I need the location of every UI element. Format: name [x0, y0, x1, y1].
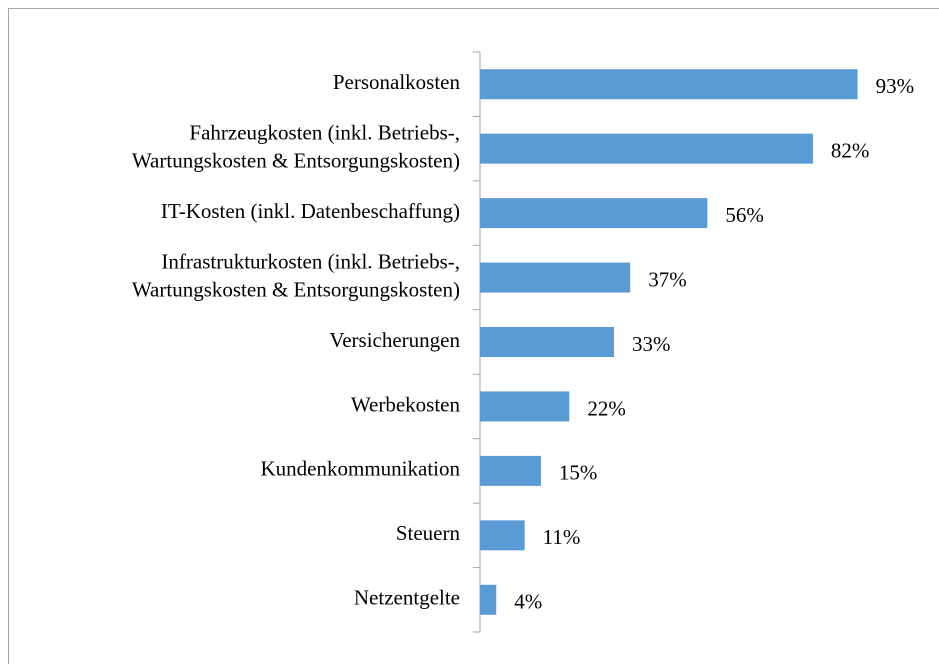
category-label: Werbekosten: [351, 392, 461, 416]
category-label: Fahrzeugkosten (inkl. Betriebs-, Wartungs…: [132, 120, 460, 172]
bar: [480, 262, 631, 293]
category-label: Infrastrukturkosten (inkl. Betriebs-, War…: [132, 249, 460, 301]
value-label: 11%: [543, 525, 581, 549]
bar: [480, 198, 708, 229]
category-label: IT-Kosten (inkl. Datenbeschaffung): [161, 199, 460, 223]
category-label: Versicherungen: [329, 328, 460, 352]
value-label: 22%: [587, 396, 626, 420]
bar: [480, 327, 614, 357]
value-label: 37%: [648, 267, 687, 291]
value-label: 93%: [876, 74, 915, 98]
bar: [480, 391, 570, 422]
value-label: 15%: [559, 461, 598, 485]
value-label: 56%: [725, 203, 764, 227]
bar: [480, 520, 525, 551]
bar: [480, 69, 858, 100]
category-label: Steuern: [396, 521, 461, 545]
category-label: Personalkosten: [333, 70, 461, 94]
value-label: 82%: [831, 138, 870, 162]
bar: [480, 584, 497, 615]
bar: [480, 133, 813, 164]
bar: [480, 455, 541, 486]
value-label: 4%: [514, 590, 542, 614]
category-label: Kundenkommunikation: [261, 457, 461, 481]
category-label: Netzentgelte: [354, 586, 460, 610]
chart-frame: [8, 8, 939, 664]
value-label: 33%: [632, 332, 671, 356]
